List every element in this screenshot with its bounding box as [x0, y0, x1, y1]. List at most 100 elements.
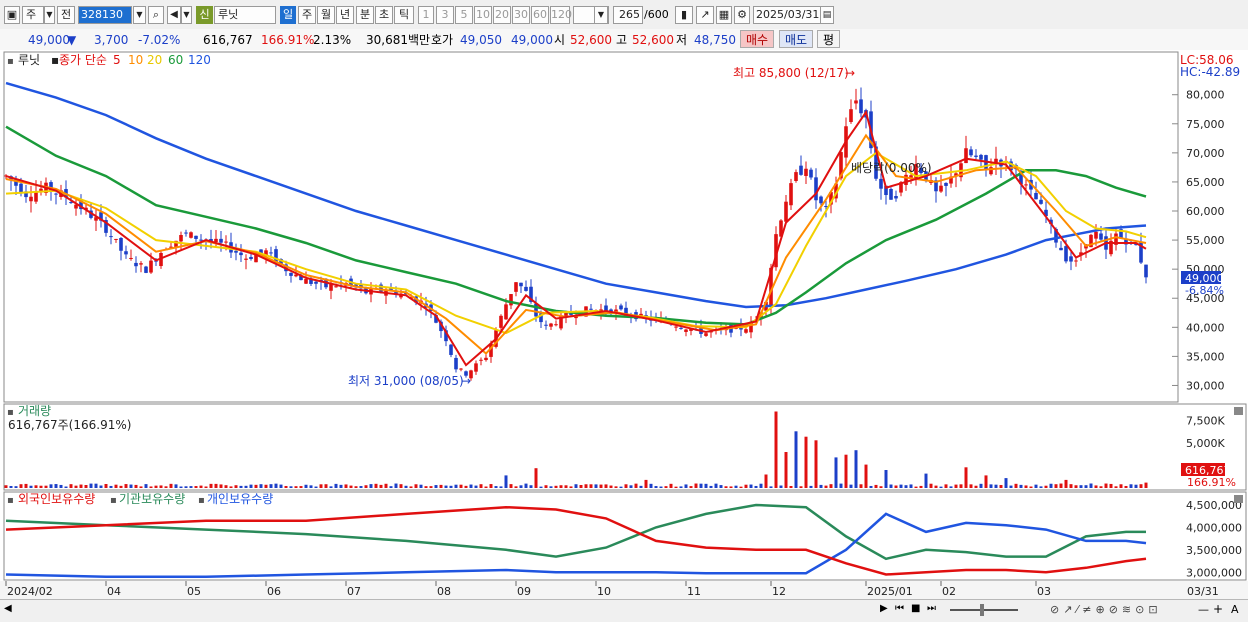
- sell-button[interactable]: 매도: [779, 30, 814, 48]
- volume-bar: [1094, 485, 1098, 488]
- volume-bar: [614, 486, 618, 488]
- candle-body: [534, 303, 538, 317]
- volume-bar: [464, 485, 468, 488]
- scroll-left-icon[interactable]: ◀: [4, 603, 12, 614]
- stock-code-input[interactable]: 328130: [78, 6, 132, 24]
- volume-panel[interactable]: [3, 403, 1247, 491]
- speaker-icon[interactable]: ◀: [167, 6, 181, 24]
- scroll-bar[interactable]: ◀ ▶ ⏮ ■ ⏭ ⊘↗⁄≠⊕⊘≋⊙⊡ — + A: [0, 599, 1248, 622]
- volume-bar: [374, 483, 378, 488]
- search-icon[interactable]: ⌕: [148, 6, 164, 24]
- zoom-in-icon[interactable]: +: [1213, 602, 1224, 616]
- volume-bar: [714, 483, 718, 488]
- volume-panel-close-icon[interactable]: [1234, 407, 1243, 415]
- volume-bar: [529, 485, 533, 488]
- volume-bar: [144, 484, 148, 488]
- interval-button-3-label: 10: [476, 8, 490, 21]
- candle-body: [899, 182, 903, 193]
- volume-bar: [724, 486, 728, 488]
- zoom-slider[interactable]: [950, 609, 1018, 611]
- volume-bar: [424, 486, 428, 488]
- interval-button-2[interactable]: 5: [455, 6, 473, 24]
- tab-period-6[interactable]: 틱: [394, 6, 414, 24]
- candle-type-icon[interactable]: ▮: [675, 6, 693, 24]
- volume-bar: [1019, 484, 1023, 488]
- interval-button-0[interactable]: 1: [418, 6, 434, 24]
- volume-bar: [1124, 485, 1128, 488]
- x-tick-label: 03: [1037, 585, 1051, 598]
- gear-icon[interactable]: ⚙: [734, 6, 750, 24]
- low-label: 저: [676, 33, 688, 47]
- price-tick-label: 35,000: [1186, 350, 1225, 363]
- interval-button-6[interactable]: 60: [531, 6, 549, 24]
- tab-period-5[interactable]: 초: [375, 6, 393, 24]
- candle-body: [119, 238, 123, 251]
- last-page-icon[interactable]: ⏭: [927, 603, 936, 614]
- window-menu-icon[interactable]: ▣: [4, 6, 20, 24]
- first-page-icon[interactable]: ⏮: [895, 603, 904, 614]
- period-select[interactable]: 주: [22, 6, 44, 24]
- volume-bar: [154, 485, 158, 488]
- volume-bar: [1004, 478, 1008, 488]
- stop-icon[interactable]: ■: [911, 603, 921, 614]
- volume-bar: [974, 485, 978, 488]
- tab-period-2[interactable]: 월: [317, 6, 335, 24]
- buy-button[interactable]: 매수: [740, 30, 775, 48]
- tab-period-0[interactable]: 일: [280, 6, 296, 24]
- candle-body: [624, 307, 628, 315]
- volume-bar: [194, 486, 198, 488]
- layout-icon[interactable]: ▦: [716, 6, 732, 24]
- candle-body: [309, 278, 313, 284]
- candle-body: [189, 232, 193, 238]
- interval-button-3[interactable]: 10: [474, 6, 492, 24]
- interval-dropdown-icon[interactable]: ▼: [594, 6, 608, 24]
- volume-bar: [519, 485, 523, 488]
- volume-bar: [294, 486, 298, 488]
- candle-body: [264, 250, 268, 257]
- stock-name-field[interactable]: 루닛: [214, 6, 276, 24]
- price-panel[interactable]: [3, 51, 1179, 403]
- candle-body: [914, 164, 918, 179]
- interval-button-5[interactable]: 30: [512, 6, 530, 24]
- date-input[interactable]: 2025/03/31: [753, 6, 823, 24]
- holding-panel-close-icon[interactable]: [1234, 495, 1243, 503]
- candle-body: [294, 274, 298, 277]
- code-dropdown-icon[interactable]: ▼: [133, 6, 146, 24]
- zoom-out-icon[interactable]: —: [1198, 603, 1209, 616]
- candle-body: [249, 256, 253, 260]
- volume-bar: [769, 486, 773, 488]
- candle-body: [589, 308, 593, 310]
- volume-bar: [449, 485, 453, 488]
- count-input[interactable]: 265: [613, 6, 643, 24]
- draw-tool-icon[interactable]: ↗: [696, 6, 714, 24]
- volume-bar: [719, 485, 723, 488]
- candle-body: [529, 286, 533, 302]
- candle-body: [49, 182, 53, 192]
- period-dropdown-icon[interactable]: ▼: [44, 6, 55, 24]
- holding-panel[interactable]: [3, 491, 1247, 581]
- drawing-tools-icon[interactable]: ⊘↗⁄≠⊕⊘≋⊙⊡: [1050, 603, 1162, 616]
- interval-button-1[interactable]: 3: [436, 6, 454, 24]
- tab-period-3[interactable]: 년: [336, 6, 354, 24]
- prev-button[interactable]: 전: [57, 6, 75, 24]
- volume-bar: [134, 484, 138, 488]
- interval-button-4[interactable]: 20: [493, 6, 511, 24]
- volume-bar: [459, 484, 463, 488]
- volume-bar: [34, 485, 38, 488]
- interval-button-7[interactable]: 120: [550, 6, 572, 24]
- tab-period-1[interactable]: 주: [298, 6, 316, 24]
- candle-body: [214, 238, 218, 243]
- zoom-slider-thumb[interactable]: [980, 604, 984, 616]
- tab-period-4[interactable]: 분: [356, 6, 374, 24]
- auto-scale-icon[interactable]: A: [1231, 603, 1239, 616]
- x-tick-label: 02: [942, 585, 956, 598]
- avg-button[interactable]: 평: [817, 30, 841, 48]
- volume-bar: [839, 483, 843, 488]
- interval-button-1-label: 3: [441, 8, 449, 21]
- speaker-dropdown-icon[interactable]: ▼: [181, 6, 192, 24]
- candle-body: [334, 286, 338, 288]
- price-tick-label: 30,000: [1186, 379, 1225, 392]
- calendar-icon[interactable]: ▤: [820, 6, 834, 24]
- stock-code-value: 328130: [81, 8, 123, 21]
- scroll-right-icon[interactable]: ▶: [880, 603, 888, 614]
